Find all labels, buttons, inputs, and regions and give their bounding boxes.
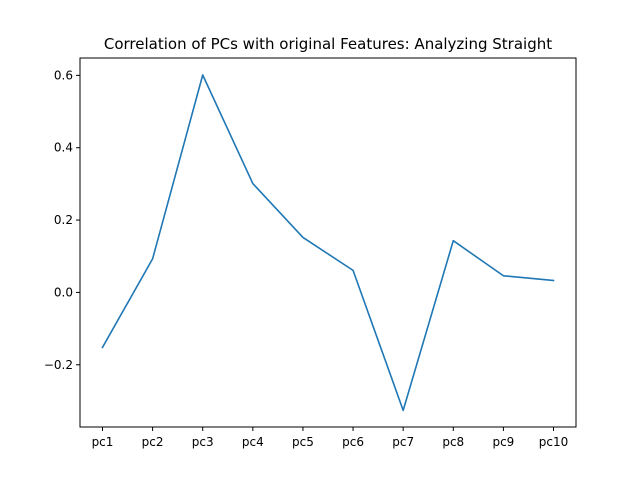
x-tick-label: pc9 (492, 435, 514, 449)
x-tick-label: pc8 (442, 435, 464, 449)
y-tick-label: 0.6 (54, 68, 73, 82)
plot-frame (79, 57, 577, 428)
series-layer (101, 74, 555, 412)
y-tick-label: 0.4 (54, 141, 73, 155)
x-tick-label: pc6 (342, 435, 364, 449)
x-tick-label: pc1 (92, 435, 114, 449)
x-tick-label: pc3 (192, 435, 214, 449)
y-axis: −0.2 0.0 0.2 0.4 0.6 (44, 68, 80, 372)
x-tick-label: pc10 (539, 435, 568, 449)
x-tick-label: pc5 (292, 435, 314, 449)
chart-title: Correlation of PCs with original Feature… (104, 35, 552, 53)
y-tick-label: 0.2 (54, 213, 73, 227)
x-tick-label: pc2 (142, 435, 164, 449)
y-tick-label: 0.0 (54, 285, 73, 299)
y-tick-label: −0.2 (44, 358, 73, 372)
x-tick-label: pc7 (392, 435, 414, 449)
series-line (101, 74, 555, 412)
x-tick-label: pc4 (242, 435, 264, 449)
x-axis: pc1 pc2 pc3 pc4 pc5 pc6 pc7 pc8 pc9 pc10 (92, 427, 568, 449)
